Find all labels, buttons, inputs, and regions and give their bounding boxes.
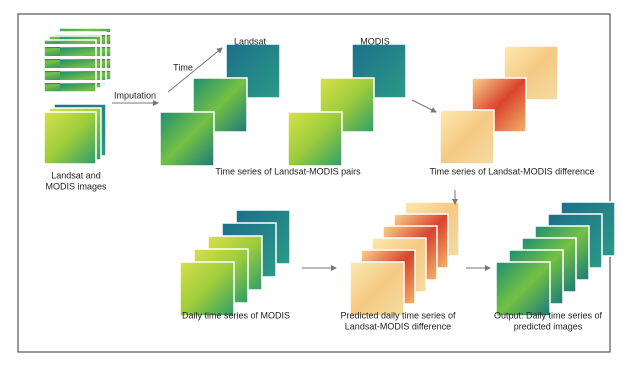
image-tile	[350, 262, 404, 316]
label: Daily time series of MODIS	[182, 310, 290, 320]
image-tile	[160, 112, 214, 166]
label: Predicted daily time series of	[340, 310, 456, 320]
image-tile	[288, 112, 342, 166]
image-tile	[180, 262, 234, 316]
label: predicted images	[514, 321, 583, 331]
label: MODIS	[360, 36, 390, 46]
label: Imputation	[114, 90, 156, 100]
label: Landsat	[234, 36, 267, 46]
label: Landsat-MODIS difference	[345, 321, 451, 331]
label: Time	[173, 62, 193, 72]
label: Output: Daily time series of	[494, 310, 603, 320]
label: Landsat and	[51, 170, 101, 180]
image-tile	[496, 262, 550, 316]
image-tile	[44, 112, 96, 164]
arrow	[412, 100, 436, 112]
label: Time series of Landsat-MODIS difference	[429, 166, 594, 176]
label: Time series of Landsat-MODIS pairs	[215, 166, 361, 176]
image-tile	[44, 40, 96, 92]
label: MODIS images	[45, 181, 107, 191]
image-tile	[440, 110, 494, 164]
diagram: Landsat and MODIS images Imputation Time…	[0, 0, 623, 366]
